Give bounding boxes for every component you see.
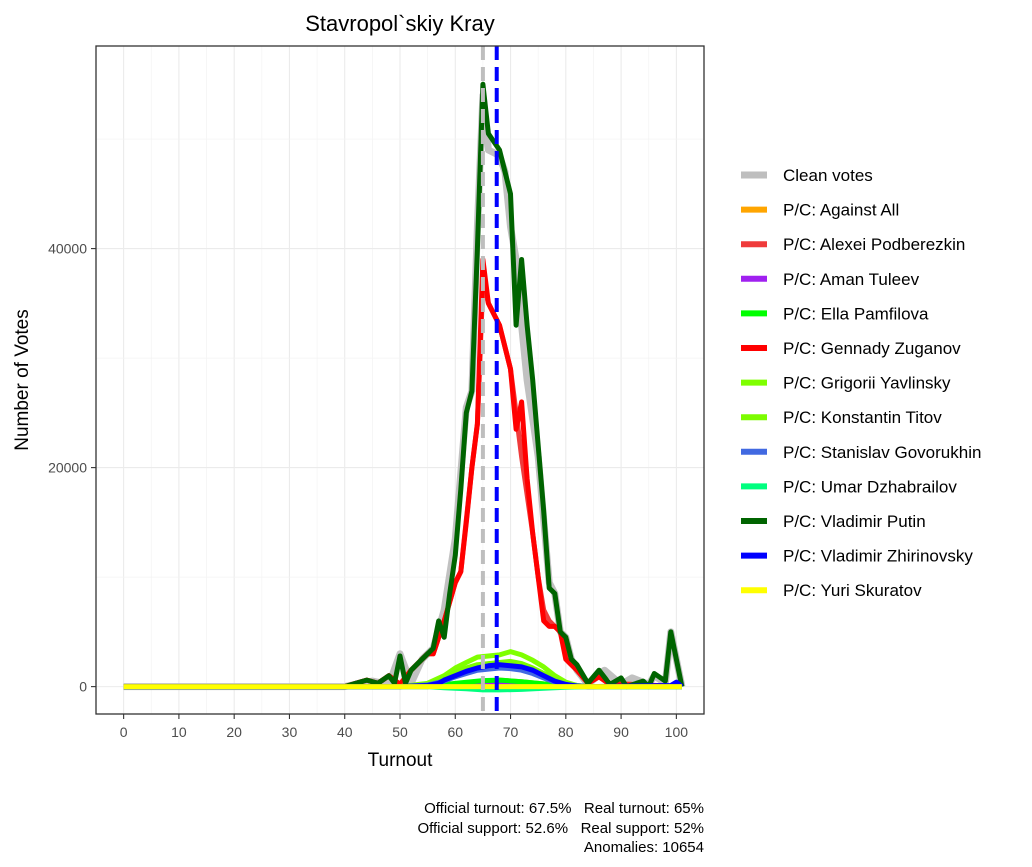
caption-turnout: Official turnout: 67.5% Real turnout: 65… [424,800,704,817]
legend-label: P/C: Stanislav Govorukhin [783,443,981,462]
x-tick-label: 30 [282,724,298,740]
x-tick-label: 90 [613,724,629,740]
legend-label: P/C: Vladimir Putin [783,512,926,531]
series-line [123,257,682,690]
legend-label: P/C: Umar Dzhabrailov [783,477,957,496]
x-tick-label: 80 [558,724,574,740]
series-line [123,278,683,690]
grid [96,46,704,714]
axes: 0 10 20 30 40 50 60 70 80 90 100 0 20000 40000 [48,241,688,740]
y-tick-label: 40000 [48,241,87,257]
caption-support: Official support: 52.6% Real support: 52… [417,820,704,837]
x-tick-label: 100 [665,724,689,740]
legend-label: P/C: Ella Pamfilova [783,304,929,323]
legend-label: P/C: Konstantin Titov [783,408,942,427]
x-tick-label: 0 [120,724,128,740]
caption-anomalies: Anomalies: 10654 [583,839,704,856]
legend-label: P/C: Vladimir Zhirinovsky [783,547,973,566]
x-axis-title: Turnout [368,750,433,771]
y-tick-label: 20000 [48,460,87,476]
x-tick-label: 10 [171,724,187,740]
plot-area [123,46,686,714]
legend-label: P/C: Grigorii Yavlinsky [783,374,951,393]
y-tick-label: 0 [79,679,87,695]
legend-label: P/C: Alexei Podberezkin [783,235,965,254]
x-tick-label: 60 [447,724,463,740]
series-line [123,91,686,691]
legend-label: P/C: Gennady Zuganov [783,339,961,358]
legend-label: Clean votes [783,166,873,185]
x-tick-label: 70 [503,724,519,740]
y-axis-title: Number of Votes [12,309,33,451]
x-tick-label: 50 [392,724,408,740]
x-tick-label: 20 [226,724,242,740]
x-tick-label: 40 [337,724,353,740]
legend-label: P/C: Yuri Skuratov [783,581,922,600]
legend: Clean votes P/C: Against All P/C: Alexei P… [741,166,981,600]
series-line [123,81,685,690]
legend-label: P/C: Against All [783,201,899,220]
chart-title: Stavropol`skiy Kray [305,11,495,36]
legend-label: P/C: Aman Tuleev [783,270,920,289]
